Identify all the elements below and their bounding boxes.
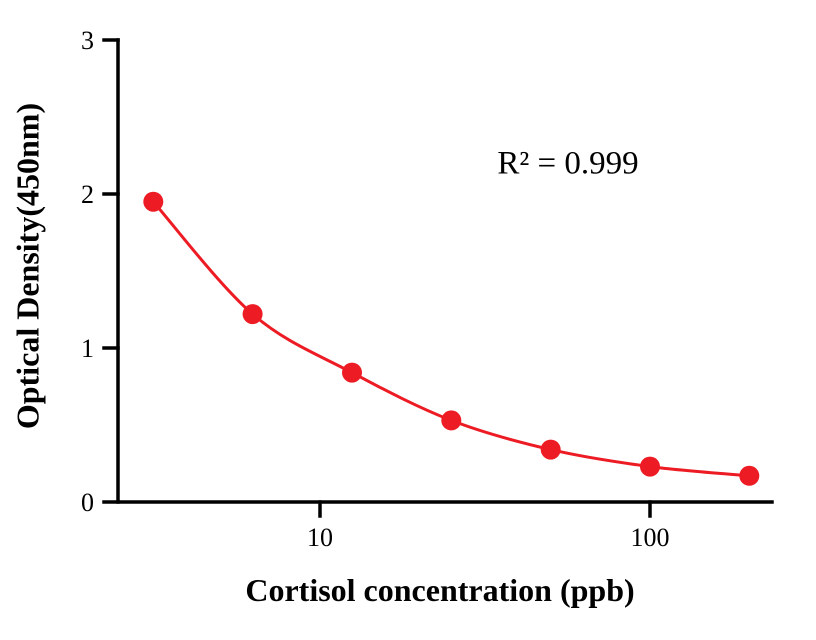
y-tick-label: 1 (81, 334, 94, 363)
tick-labels: 0 1 2 3 10 100 (81, 26, 670, 552)
data-points (143, 191, 760, 486)
x-axis-title: Cortisol concentration (ppb) (245, 572, 635, 608)
y-tick-label: 3 (81, 26, 94, 55)
data-point (540, 439, 561, 460)
axis-spines (116, 38, 774, 504)
fit-curve (152, 200, 750, 478)
data-point (739, 465, 760, 486)
x-tick-label: 100 (631, 523, 670, 552)
x-tick-label: 10 (307, 523, 333, 552)
axes (102, 38, 774, 518)
y-tick-label: 2 (81, 180, 94, 209)
data-point (242, 304, 263, 325)
data-point (640, 456, 660, 477)
data-point (143, 191, 164, 212)
r-squared-annotation: R² = 0.999 (497, 145, 639, 182)
y-tick-label: 0 (81, 488, 94, 517)
y-axis-title: Optical Density(450nm) (9, 102, 46, 430)
data-point (441, 410, 462, 431)
data-point (342, 362, 362, 383)
